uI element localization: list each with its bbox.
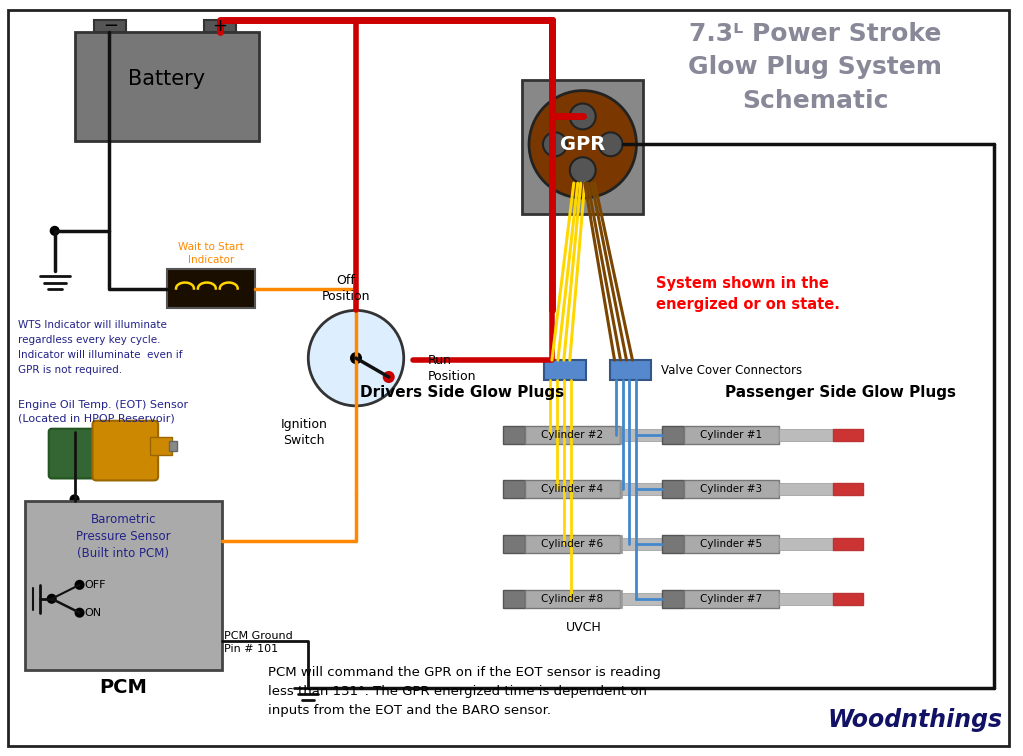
Bar [684, 426, 779, 444]
Bar [204, 20, 235, 32]
Bar [622, 429, 676, 441]
Text: Wait to Start
Indicator: Wait to Start Indicator [178, 242, 243, 265]
Bar [676, 483, 706, 495]
Bar [834, 538, 863, 550]
Circle shape [71, 495, 79, 503]
Bar [779, 538, 834, 550]
Text: Battery: Battery [128, 69, 205, 88]
Circle shape [76, 609, 84, 617]
Text: WTS Indicator will illuminate
regardless every key cycle.
Indicator will illumin: WTS Indicator will illuminate regardless… [17, 321, 182, 375]
Bar [676, 429, 706, 441]
Bar [522, 79, 643, 214]
Bar [684, 480, 779, 498]
Bar [503, 590, 525, 608]
Bar [662, 535, 684, 553]
Text: Passenger Side Glow Plugs: Passenger Side Glow Plugs [725, 385, 955, 400]
Text: Run
Position: Run Position [428, 354, 476, 383]
Circle shape [351, 353, 361, 363]
Text: PCM Ground
Pin # 101: PCM Ground Pin # 101 [224, 631, 293, 654]
Bar [662, 590, 684, 608]
FancyBboxPatch shape [49, 429, 106, 479]
Bar [676, 538, 706, 550]
Circle shape [76, 581, 84, 589]
Bar [503, 426, 525, 444]
Bar [94, 20, 126, 32]
Text: −: − [103, 17, 118, 35]
Bar [167, 268, 255, 308]
Bar [622, 593, 676, 605]
Bar [610, 360, 652, 380]
Bar [662, 426, 684, 444]
Text: PCM: PCM [99, 678, 147, 697]
Text: UVCH: UVCH [566, 621, 602, 634]
Bar [779, 483, 834, 495]
Circle shape [51, 227, 58, 235]
Bar [622, 483, 676, 495]
Circle shape [570, 104, 595, 129]
Text: Cylinder #7: Cylinder #7 [700, 593, 762, 604]
Bar [834, 593, 863, 605]
Text: Drivers Side Glow Plugs: Drivers Side Glow Plugs [360, 385, 565, 400]
Bar [834, 429, 863, 441]
Text: +: + [212, 17, 227, 35]
Bar [622, 538, 676, 550]
Text: Ignition
Switch: Ignition Switch [281, 418, 327, 447]
Bar [25, 501, 222, 671]
Bar [779, 429, 834, 441]
Bar [503, 480, 525, 498]
Text: Woodnthings: Woodnthings [828, 708, 1003, 732]
Bar [544, 360, 586, 380]
Bar [525, 590, 620, 608]
Bar [676, 593, 706, 605]
Text: PCM will command the GPR on if the EOT sensor is reading
less than 131°. The GPR: PCM will command the GPR on if the EOT s… [268, 666, 662, 717]
Circle shape [598, 132, 623, 156]
Bar [620, 535, 622, 553]
Text: Engine Oil Temp. (EOT) Sensor
(Located in HPOP Reservoir): Engine Oil Temp. (EOT) Sensor (Located i… [17, 400, 188, 424]
Circle shape [48, 595, 55, 603]
Text: OFF: OFF [85, 580, 106, 590]
Text: Cylinder #5: Cylinder #5 [700, 539, 762, 549]
Text: Off
Position: Off Position [322, 274, 370, 303]
Bar [525, 426, 620, 444]
Text: Cylinder #6: Cylinder #6 [541, 539, 603, 549]
Bar [75, 32, 259, 141]
Bar [684, 590, 779, 608]
Text: Cylinder #3: Cylinder #3 [700, 485, 762, 494]
Bar [150, 437, 172, 454]
Text: 7.3ᴸ Power Stroke
Glow Plug System
Schematic: 7.3ᴸ Power Stroke Glow Plug System Schem… [688, 22, 942, 113]
Text: Cylinder #4: Cylinder #4 [541, 485, 603, 494]
Bar [620, 590, 622, 608]
Text: GPR: GPR [561, 135, 606, 153]
FancyBboxPatch shape [92, 421, 159, 480]
Bar [620, 426, 622, 444]
Text: Cylinder #2: Cylinder #2 [541, 429, 603, 440]
Bar [503, 535, 525, 553]
Bar [169, 441, 177, 451]
Text: System shown in the
energized or on state.: System shown in the energized or on stat… [657, 276, 840, 311]
Text: Barometric
Pressure Sensor
(Built into PCM): Barometric Pressure Sensor (Built into P… [76, 513, 171, 560]
Bar [834, 483, 863, 495]
Circle shape [384, 372, 394, 382]
Circle shape [570, 157, 595, 183]
Bar [779, 593, 834, 605]
Circle shape [529, 91, 636, 198]
Bar [662, 480, 684, 498]
Circle shape [543, 132, 567, 156]
Text: Cylinder #1: Cylinder #1 [700, 429, 762, 440]
Bar [684, 535, 779, 553]
Text: Valve Cover Connectors: Valve Cover Connectors [661, 364, 802, 376]
Bar [620, 480, 622, 498]
Bar [525, 480, 620, 498]
Bar [525, 535, 620, 553]
Circle shape [308, 311, 404, 406]
Text: Cylinder #8: Cylinder #8 [541, 593, 603, 604]
Text: ON: ON [85, 608, 101, 618]
